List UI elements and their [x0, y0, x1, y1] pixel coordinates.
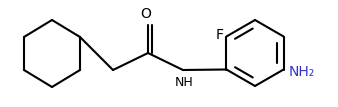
Text: NH₂: NH₂ — [289, 65, 315, 79]
Text: F: F — [215, 27, 223, 42]
Text: O: O — [141, 7, 151, 21]
Text: NH: NH — [175, 76, 193, 89]
